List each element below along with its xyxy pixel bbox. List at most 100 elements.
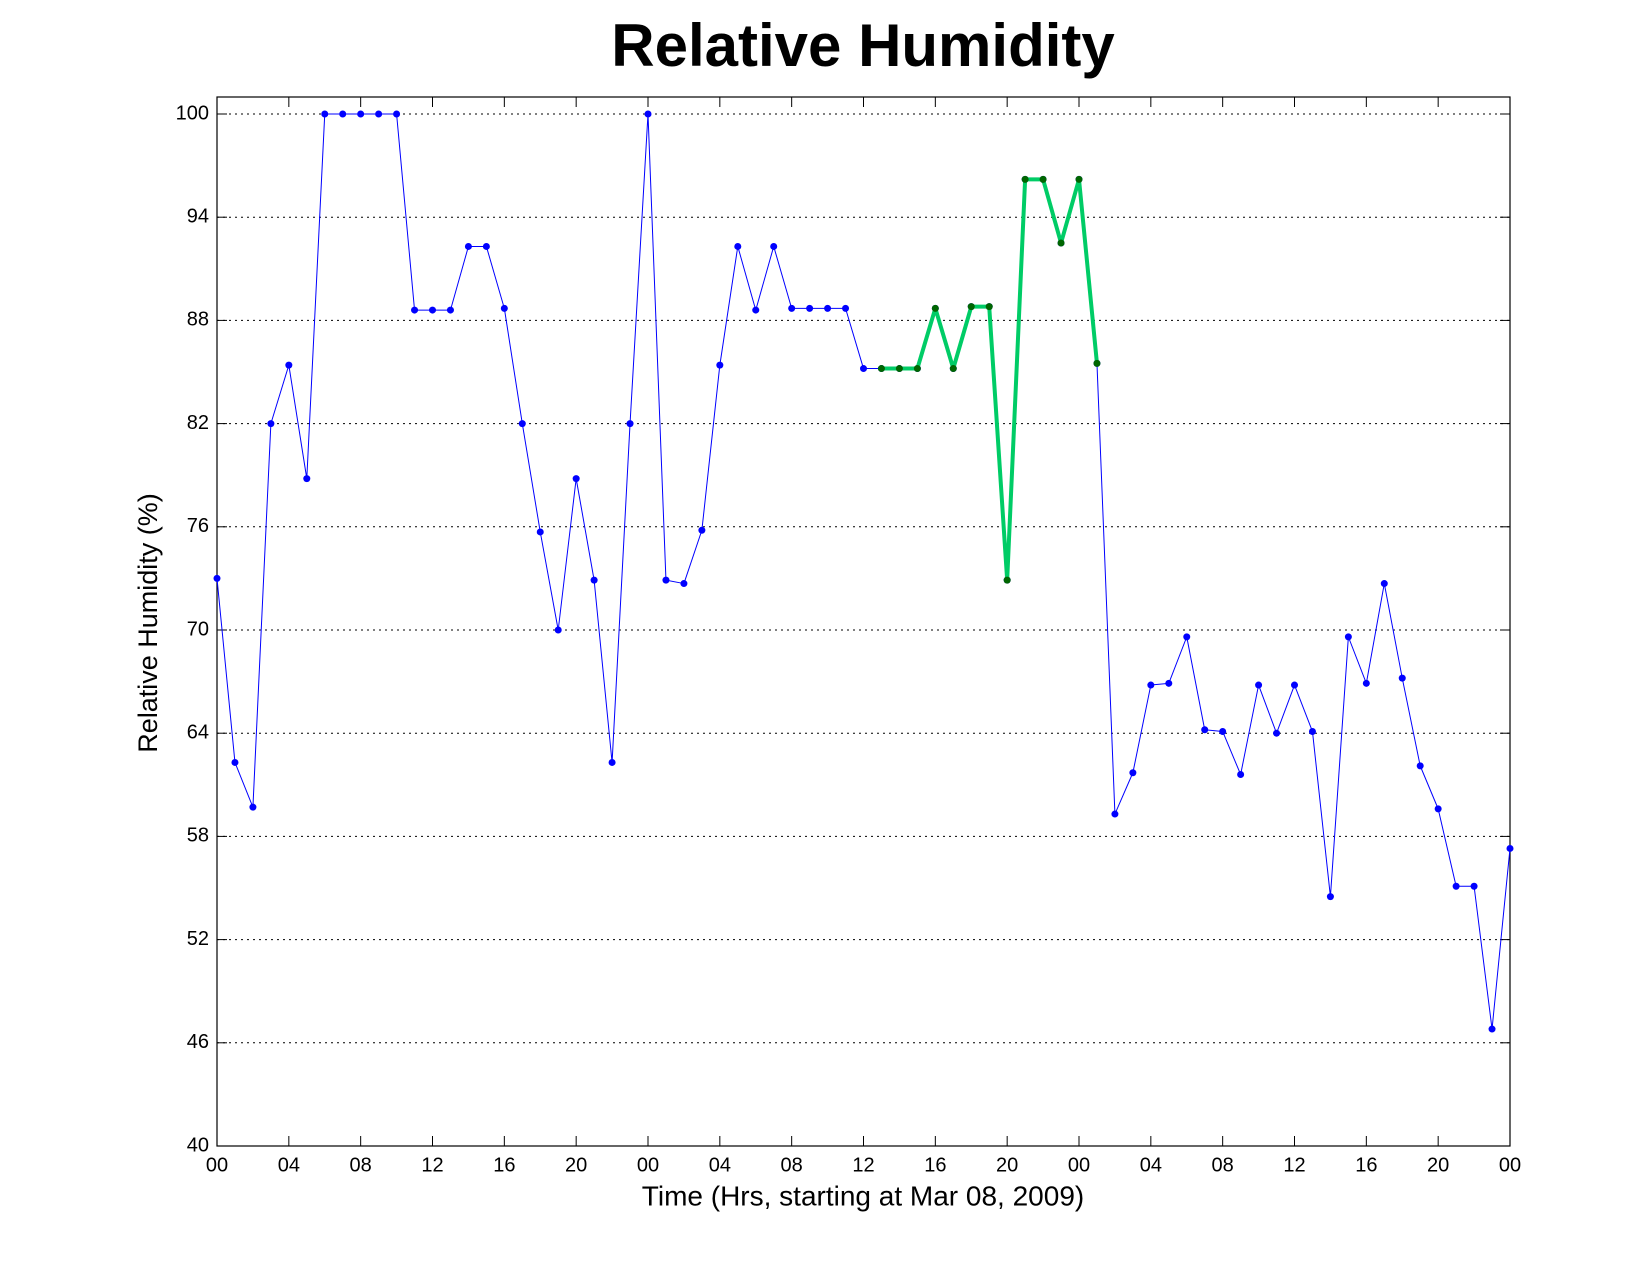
x-tick-label: 16 (924, 1154, 946, 1176)
plot-frame (216, 96, 1511, 1147)
data-point (1308, 727, 1316, 735)
data-point (213, 574, 221, 582)
data-point (752, 306, 760, 314)
x-tick-label: 04 (278, 1154, 300, 1176)
data-point (913, 365, 921, 373)
x-tick-label: 00 (206, 1154, 228, 1176)
y-tick-label: 70 (187, 618, 209, 640)
data-point (411, 306, 419, 314)
data-point (393, 110, 401, 118)
data-point (788, 304, 796, 312)
y-axis-label: Relative Humidity (%) (133, 493, 163, 753)
data-point (985, 303, 993, 311)
data-point (1201, 726, 1209, 734)
y-tick-label: 58 (187, 825, 209, 847)
y-tick-label: 40 (187, 1134, 209, 1156)
data-point (518, 420, 526, 428)
data-point (500, 304, 508, 312)
data-point (267, 420, 275, 428)
data-point (321, 110, 329, 118)
y-tick-label: 64 (187, 721, 209, 743)
data-point (303, 475, 311, 483)
x-tick-label: 16 (493, 1154, 515, 1176)
y-tick-label: 100 (176, 102, 209, 124)
x-tick-label: 08 (781, 1154, 803, 1176)
data-point (1093, 359, 1101, 367)
data-point (806, 304, 814, 312)
data-point (877, 365, 885, 373)
x-tick-label: 04 (1140, 1154, 1162, 1176)
x-tick-label: 08 (350, 1154, 372, 1176)
x-tick-label: 20 (565, 1154, 587, 1176)
x-tick-label: 00 (1499, 1154, 1521, 1176)
x-tick-label: 12 (421, 1154, 443, 1176)
data-point (464, 242, 472, 250)
y-tick-label: 88 (187, 309, 209, 331)
data-point (626, 420, 634, 428)
data-point (824, 304, 832, 312)
data-point (446, 306, 454, 314)
data-point (1362, 679, 1370, 687)
data-point (1452, 882, 1460, 890)
data-point (860, 365, 867, 373)
chart-title: Relative Humidity (611, 12, 1115, 79)
data-point (1398, 674, 1406, 682)
x-tick-label: 20 (1427, 1154, 1449, 1176)
x-tick-label: 00 (637, 1154, 659, 1176)
data-point (1165, 679, 1173, 687)
y-tick-label: 94 (187, 205, 209, 227)
data-point (680, 580, 688, 588)
x-tick-label: 12 (1283, 1154, 1305, 1176)
data-point (357, 110, 365, 118)
data-point (285, 361, 293, 369)
x-tick-label: 16 (1355, 1154, 1377, 1176)
data-point (429, 306, 436, 314)
data-point (554, 626, 562, 634)
data-point (1434, 805, 1442, 813)
data-point (1039, 175, 1047, 183)
y-tick-label: 52 (187, 928, 209, 950)
data-point (644, 110, 652, 118)
series-line (216, 113, 1511, 1030)
data-point (1344, 633, 1352, 641)
data-point (1111, 810, 1119, 818)
data-point (482, 242, 490, 250)
data-point (1416, 762, 1424, 770)
data-point (1219, 727, 1227, 735)
data-point (590, 576, 598, 584)
y-tick-label: 76 (187, 515, 209, 537)
data-point (1506, 844, 1514, 852)
data-point (716, 361, 724, 369)
x-tick-label: 04 (709, 1154, 731, 1176)
data-point (1075, 175, 1083, 183)
data-point (1470, 882, 1478, 890)
data-point (1237, 770, 1245, 778)
data-point (1057, 239, 1065, 247)
data-point (1380, 580, 1388, 588)
data-point (1273, 729, 1281, 737)
data-point (842, 304, 850, 312)
data-point (339, 110, 347, 118)
x-tick-label: 20 (996, 1154, 1018, 1176)
x-tick-label: 12 (852, 1154, 874, 1176)
x-tick-label: 00 (1068, 1154, 1090, 1176)
data-point (249, 803, 257, 811)
data-point (1488, 1025, 1496, 1033)
data-point (931, 304, 939, 312)
series-line (881, 177, 1099, 583)
data-point (949, 365, 957, 373)
y-tick-label: 46 (187, 1031, 209, 1053)
y-tick-label: 82 (187, 412, 209, 434)
data-point (1147, 681, 1155, 689)
data-point (375, 110, 383, 118)
data-point (608, 758, 616, 766)
data-point (231, 758, 239, 766)
data-point (1255, 681, 1263, 689)
data-point (1003, 576, 1011, 584)
data-point (895, 365, 903, 373)
x-tick-label: 08 (1212, 1154, 1234, 1176)
data-point (734, 242, 742, 250)
data-point (1129, 769, 1137, 777)
data-point (1291, 681, 1298, 689)
